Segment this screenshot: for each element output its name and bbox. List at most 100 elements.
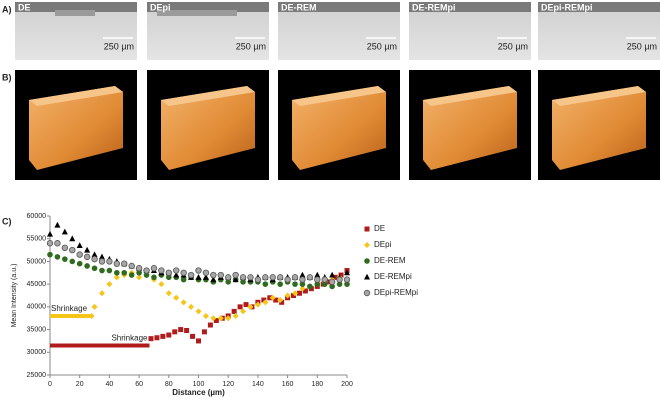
ct-top (423, 86, 517, 106)
marker (314, 281, 321, 287)
x-tick-label: 120 (222, 381, 234, 388)
x-tick-label: 40 (106, 381, 114, 388)
marker (269, 274, 276, 281)
marker (254, 276, 262, 283)
marker (314, 276, 321, 283)
marker (247, 303, 254, 310)
marker (47, 251, 53, 258)
marker (240, 308, 247, 315)
marker (173, 271, 180, 278)
marker (69, 235, 76, 242)
marker (113, 260, 121, 267)
legend-label: DEpi-REMpi (374, 288, 418, 297)
y-tick-label: 55000 (27, 236, 47, 243)
ct-block (29, 86, 123, 170)
sem-surface (538, 2, 660, 12)
marker (307, 283, 313, 290)
marker (178, 327, 184, 333)
marker (114, 269, 120, 276)
marker (91, 251, 98, 258)
marker (54, 254, 61, 260)
marker (91, 255, 98, 263)
marker (302, 288, 308, 294)
marker (54, 221, 61, 228)
sem-step (157, 10, 237, 16)
marker (160, 333, 166, 339)
marker (292, 290, 299, 297)
marker (172, 329, 178, 335)
scale-label: 250 µm (236, 41, 266, 51)
marker (321, 281, 328, 287)
image-label: DE-REMpi (412, 2, 456, 12)
marker (61, 244, 69, 251)
marker (62, 256, 68, 262)
scale-label: 250 µm (104, 41, 134, 51)
marker (98, 253, 105, 260)
marker (84, 263, 90, 269)
marker (237, 304, 243, 310)
marker (336, 281, 343, 287)
marker (158, 267, 165, 274)
x-tick-label: 20 (76, 381, 84, 388)
marker (91, 303, 98, 310)
sem-step (55, 10, 95, 16)
ct-top (29, 86, 123, 106)
marker (277, 297, 284, 304)
legend-label: DE-REM (374, 256, 406, 265)
marker (306, 274, 314, 281)
marker (344, 269, 350, 276)
marker (262, 299, 269, 306)
marker (343, 276, 351, 283)
marker (128, 272, 135, 278)
marker (143, 267, 150, 274)
marker (148, 336, 154, 342)
x-tick-label: 160 (282, 381, 294, 388)
marker (195, 308, 202, 315)
marker (151, 274, 157, 281)
marker (136, 274, 143, 281)
marker (83, 253, 91, 261)
marker (106, 281, 113, 288)
marker (232, 312, 239, 319)
marker (213, 317, 219, 323)
marker (188, 303, 195, 310)
marker (338, 272, 344, 278)
marker (173, 294, 180, 301)
marker (299, 285, 306, 292)
y-tick-label: 60000 (27, 213, 47, 220)
x-axis-title: Distance (µm) (172, 388, 225, 397)
marker (336, 276, 343, 283)
marker (154, 335, 160, 341)
y-tick-label: 45000 (27, 281, 47, 288)
marker (158, 281, 165, 288)
marker (225, 315, 232, 322)
marker (262, 274, 269, 281)
marker (243, 302, 249, 308)
marker (364, 242, 370, 248)
marker (69, 246, 76, 254)
marker (231, 308, 237, 314)
marker (232, 276, 239, 283)
marker (136, 269, 142, 276)
marker (46, 240, 54, 247)
marker (329, 283, 335, 290)
y-axis-title: Mean Intensity (a.u.) (11, 264, 18, 328)
panel-label: A) (2, 4, 12, 14)
marker (291, 274, 299, 281)
legend-label: DE-REMpi (374, 272, 412, 281)
marker (165, 290, 172, 297)
marker (76, 242, 83, 249)
marker (202, 269, 210, 276)
marker (76, 260, 83, 267)
sem-surface (278, 2, 400, 12)
marker (202, 274, 209, 280)
marker (284, 292, 291, 299)
scale-label: 250 µm (498, 41, 528, 51)
scale-label: 250 µm (367, 41, 397, 51)
marker (173, 267, 180, 274)
y-tick-label: 50000 (27, 258, 47, 265)
marker (165, 269, 172, 276)
marker (279, 299, 285, 305)
marker (106, 267, 113, 274)
